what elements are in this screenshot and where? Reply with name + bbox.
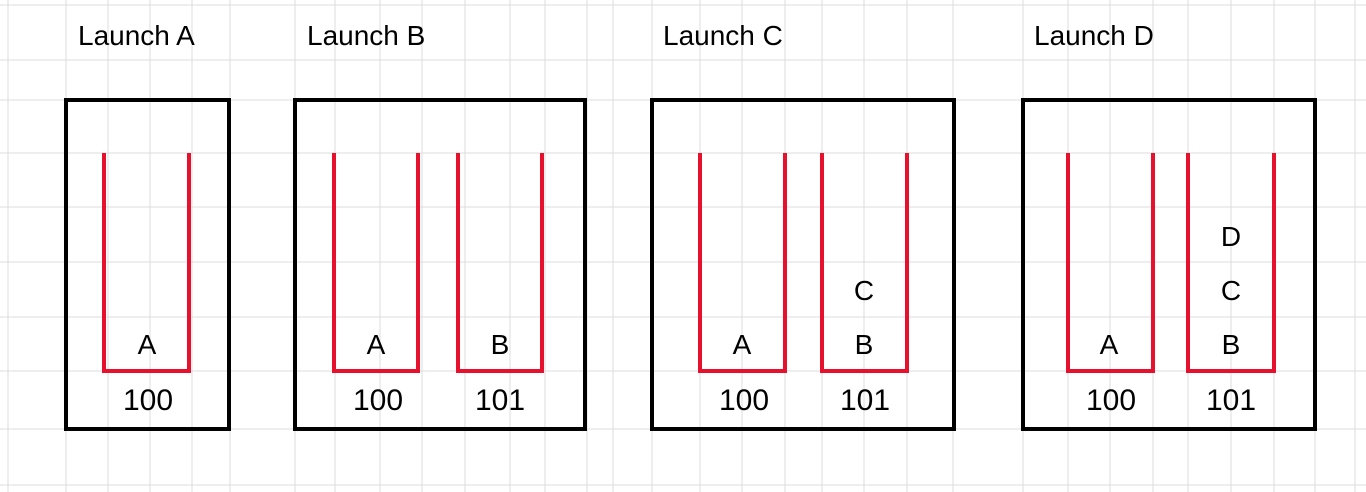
stack-item: D [1221,221,1241,252]
stack-outline [698,153,787,373]
stack-item: A [367,329,386,360]
stack-101: B C 101 [820,153,909,417]
launch-panel-a: Launch A A 100 [64,20,231,431]
stack-outline [1066,153,1155,373]
stack-item: A [1100,329,1119,360]
launch-box [293,98,587,431]
launch-title: Launch C [663,20,783,51]
launch-box [650,98,956,431]
launch-box [1021,98,1317,431]
stack-item: C [854,275,874,306]
stack-101: B 101 [456,153,544,417]
stack-100: A 100 [332,153,420,417]
stack-100: A 100 [1066,153,1155,417]
stack-101: B C D 101 [1186,153,1276,417]
launch-panel-b: Launch B A 100 B 101 [293,20,587,431]
stack-id-label: 100 [719,384,769,417]
stack-item: B [1222,329,1241,360]
launch-title: Launch A [78,20,195,51]
launch-title: Launch D [1034,20,1154,51]
stack-item: A [138,329,157,360]
stack-100: A 100 [698,153,787,417]
stack-id-label: 100 [353,384,403,417]
stack-item: B [855,329,874,360]
stack-id-label: 100 [1086,384,1136,417]
stack-outline [102,153,191,373]
stack-item: C [1221,275,1241,306]
stack-outline [1186,153,1276,373]
launch-panel-c: Launch C A 100 B C 101 [650,20,956,431]
stack-id-label: 101 [475,384,525,417]
launch-title: Launch B [307,20,425,51]
stack-item: A [733,329,752,360]
stack-id-label: 100 [123,384,173,417]
stack-outline [456,153,544,373]
stack-100: A 100 [102,153,191,417]
launch-panel-d: Launch D A 100 B C D 101 [1021,20,1317,431]
stack-outline [820,153,909,373]
stack-id-label: 101 [840,384,890,417]
stack-item: B [491,329,510,360]
launch-box [64,98,231,431]
stack-id-label: 101 [1206,384,1256,417]
stack-outline [332,153,420,373]
